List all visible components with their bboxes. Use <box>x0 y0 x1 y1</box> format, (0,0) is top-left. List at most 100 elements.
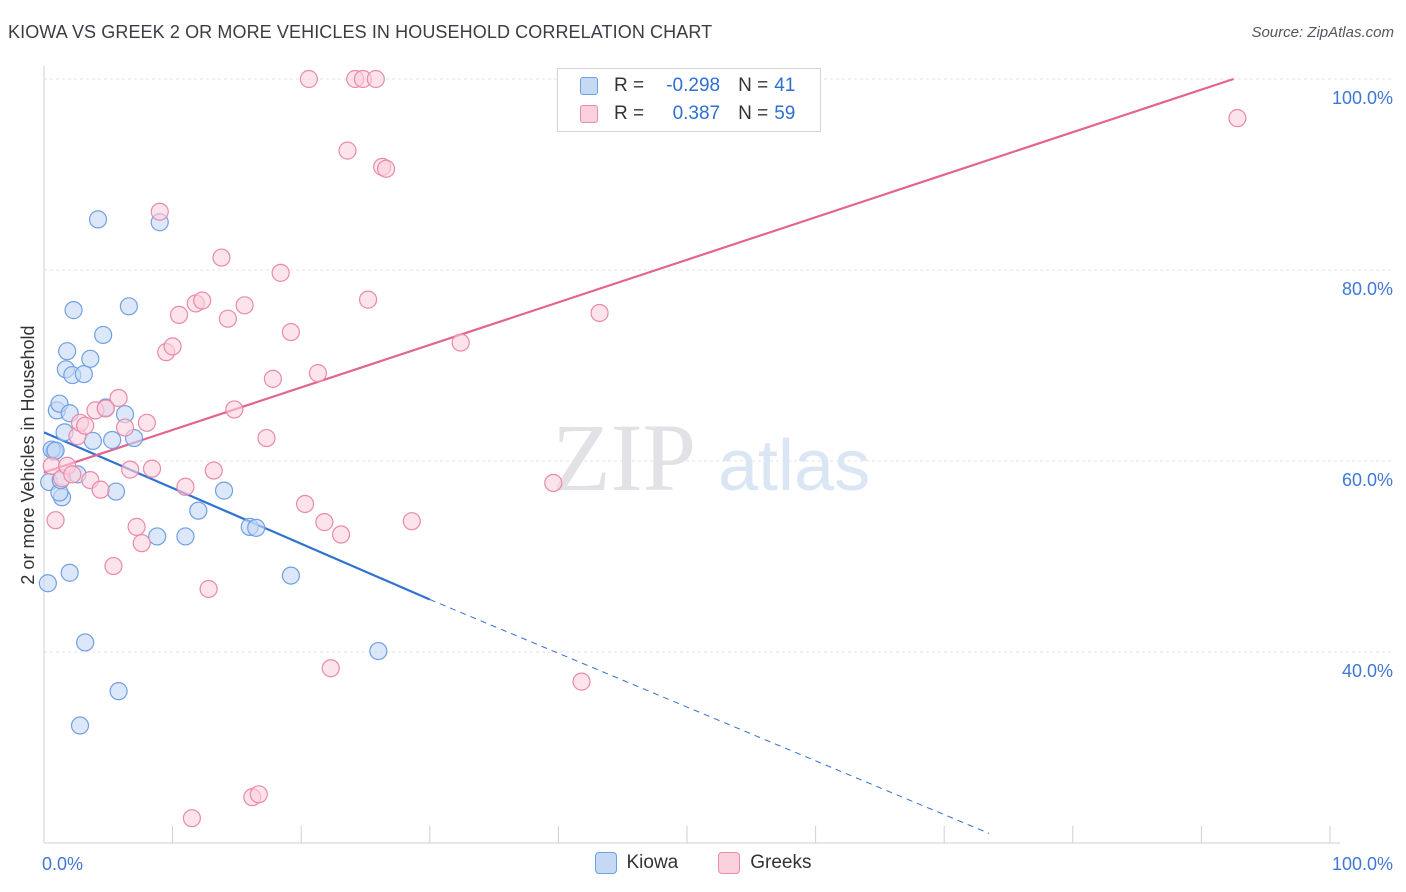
kiowa-swatch <box>594 852 617 874</box>
data-point <box>299 69 319 89</box>
data-point <box>81 349 100 368</box>
data-point <box>263 369 283 388</box>
data-point <box>169 305 189 324</box>
legend-label-greeks: Greeks <box>750 852 812 873</box>
data-point <box>1228 109 1247 128</box>
data-point <box>176 477 195 496</box>
data-point <box>103 430 122 450</box>
data-point <box>204 461 223 480</box>
r-label: R = <box>614 75 645 96</box>
data-point <box>137 413 156 432</box>
data-point <box>109 682 128 701</box>
data-point <box>76 633 95 652</box>
data-point <box>257 428 276 448</box>
data-point <box>369 641 388 661</box>
data-points <box>38 69 1247 828</box>
y-tick-label: 80.0% <box>1342 279 1393 299</box>
kiowa-swatch <box>580 77 598 95</box>
trend-line <box>43 431 431 601</box>
watermark-zip: ZIP <box>552 404 696 511</box>
y-tick-label: 100.0% <box>1332 88 1393 108</box>
y-tick-label: 40.0% <box>1342 661 1393 681</box>
data-point <box>331 525 351 544</box>
data-point <box>218 309 237 328</box>
data-point <box>121 460 140 479</box>
data-point <box>199 579 218 599</box>
data-point <box>247 518 266 537</box>
x-tick-label-right: 100.0% <box>1332 854 1393 874</box>
data-point <box>235 296 254 315</box>
data-point <box>544 473 563 493</box>
data-point <box>358 290 378 309</box>
data-point <box>94 325 113 345</box>
data-point <box>176 527 195 546</box>
n-value: 41 <box>774 75 796 96</box>
r-value: 0.387 <box>672 103 721 124</box>
data-point <box>225 400 244 419</box>
data-point <box>132 534 151 553</box>
legend-label-kiowa: Kiowa <box>626 852 679 873</box>
data-point <box>376 159 396 178</box>
data-point <box>281 322 301 342</box>
data-point <box>572 672 591 691</box>
data-point <box>271 263 290 282</box>
data-point <box>74 364 93 384</box>
data-point <box>212 248 231 267</box>
axes <box>43 66 1340 844</box>
data-point <box>321 659 340 678</box>
data-point <box>451 333 470 352</box>
data-point <box>70 716 90 735</box>
y-tick-labels: 100.0% 80.0% 60.0% 40.0% <box>1332 88 1393 681</box>
data-point <box>38 574 57 593</box>
legend-row-greeks: R = 0.387 N = 59 <box>580 100 795 128</box>
data-point <box>150 202 169 221</box>
data-point <box>315 513 334 532</box>
legend-item-greeks[interactable]: Greeks <box>718 852 812 874</box>
data-point <box>91 480 110 499</box>
data-point <box>60 563 79 582</box>
data-point <box>249 785 268 804</box>
trend-line-extension <box>429 599 990 834</box>
data-point <box>119 297 138 316</box>
watermark-atlas: atlas <box>718 426 870 506</box>
data-point <box>58 342 77 361</box>
data-point <box>366 69 385 89</box>
data-point <box>189 501 208 520</box>
data-point <box>281 566 301 585</box>
data-point <box>148 527 167 546</box>
n-value: 59 <box>774 103 796 124</box>
r-label: R = <box>614 103 645 124</box>
y-axis-label: 2 or more Vehicles in Household <box>18 325 38 584</box>
legend-item-kiowa[interactable]: Kiowa <box>594 852 679 874</box>
data-point <box>104 556 123 576</box>
n-label: N = <box>738 75 769 96</box>
data-point <box>64 301 83 320</box>
y-tick-label: 60.0% <box>1342 470 1393 490</box>
correlation-legend: R = -0.298 N = 41 R = 0.387 N = 59 <box>557 68 821 132</box>
data-point <box>214 481 234 500</box>
data-point <box>182 809 201 828</box>
data-point <box>193 291 212 310</box>
series-legend: Kiowa Greeks <box>0 852 1406 874</box>
data-point <box>109 388 128 408</box>
data-point <box>163 337 182 356</box>
data-point <box>308 364 328 383</box>
data-point <box>76 416 95 435</box>
grid-lines <box>44 78 1394 653</box>
n-label: N = <box>738 103 769 124</box>
r-value: -0.298 <box>666 75 721 96</box>
data-point <box>338 141 357 160</box>
data-point <box>46 441 65 460</box>
data-point <box>115 418 135 437</box>
greeks-swatch <box>580 105 598 123</box>
legend-row-kiowa: R = -0.298 N = 41 <box>580 72 795 100</box>
data-point <box>46 511 65 530</box>
data-point <box>106 482 126 501</box>
data-point <box>127 517 146 536</box>
data-point <box>88 210 108 229</box>
data-point <box>402 512 421 531</box>
greeks-swatch <box>718 852 741 874</box>
chart-title: KIOWA VS GREEK 2 OR MORE VEHICLES IN HOU… <box>8 22 713 42</box>
data-point <box>96 399 115 418</box>
